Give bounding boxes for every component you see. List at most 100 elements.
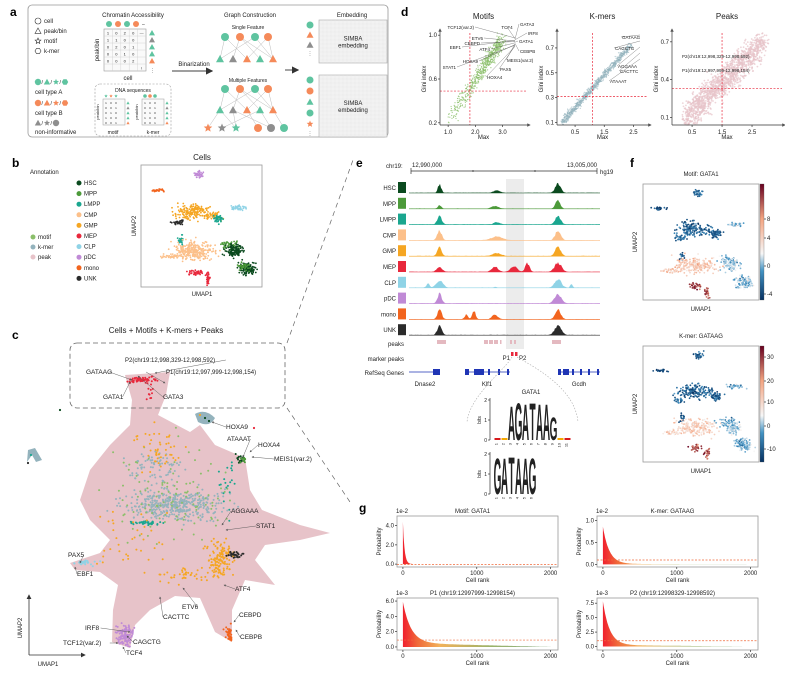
feature-point xyxy=(734,64,736,67)
cell-point xyxy=(194,203,197,205)
embedding-point xyxy=(136,502,139,505)
embedding-point xyxy=(136,459,139,462)
feature-point xyxy=(480,65,483,68)
feature-point xyxy=(490,59,492,62)
feature-point xyxy=(586,93,588,95)
feature-point xyxy=(468,98,470,100)
embedding-point xyxy=(212,571,215,574)
feature-point xyxy=(459,100,461,102)
feature-point xyxy=(450,108,452,110)
cell-point xyxy=(185,257,188,260)
cell-point xyxy=(191,269,193,272)
feature-point xyxy=(614,55,616,58)
feature-point xyxy=(751,62,754,65)
panel-label-d: d xyxy=(401,5,408,19)
feature-point xyxy=(484,63,486,65)
feature-point xyxy=(563,118,565,120)
feature-point xyxy=(579,103,581,105)
feature-point xyxy=(464,101,466,103)
triangle-node-icon xyxy=(306,41,314,48)
feature-point xyxy=(753,41,756,44)
cell-point xyxy=(194,245,197,247)
feature-point xyxy=(753,49,755,52)
feature-point xyxy=(723,83,726,85)
cell-point xyxy=(236,206,239,209)
feature-point xyxy=(470,95,472,98)
plot-title: K-mers xyxy=(590,12,616,21)
cell-node-icon xyxy=(264,33,272,41)
embedding-point xyxy=(154,515,156,518)
cell-point xyxy=(197,272,199,275)
feature-point xyxy=(477,66,479,68)
feature-point xyxy=(480,72,482,75)
feature-point xyxy=(618,54,621,57)
y-tick-label: 0.6 xyxy=(429,77,438,83)
embedding-point xyxy=(167,502,170,505)
cell-point xyxy=(187,254,190,257)
feature-point xyxy=(498,47,500,49)
cell-point xyxy=(204,245,207,248)
cell-point xyxy=(197,251,200,254)
embedding-point xyxy=(183,498,186,501)
feature-point xyxy=(482,69,485,71)
feature-point xyxy=(601,77,604,79)
embedding-point xyxy=(198,449,201,452)
cell-point xyxy=(231,208,234,211)
y-axis-label: Gini index xyxy=(539,66,545,93)
ellipsis: ⋮ xyxy=(308,51,313,57)
legend-dot-CMP xyxy=(76,212,82,218)
feature-point xyxy=(752,70,754,72)
cell-point xyxy=(184,245,187,248)
cell-point xyxy=(243,205,246,208)
embedding-point xyxy=(209,554,211,557)
feature-point xyxy=(569,114,572,116)
cell-point xyxy=(244,267,246,270)
legend-dot-LMPP xyxy=(76,201,82,207)
cell-point xyxy=(212,247,215,250)
embedding-point xyxy=(159,502,162,505)
feature-point xyxy=(493,45,495,47)
feature-point xyxy=(595,87,597,89)
feature-point xyxy=(495,55,497,57)
feature-point xyxy=(584,93,587,95)
feature-point xyxy=(753,58,755,60)
feature-point xyxy=(622,55,624,57)
cell-point xyxy=(170,240,172,243)
feature-point xyxy=(698,118,700,120)
embedding-point xyxy=(126,504,129,507)
feature-point xyxy=(476,71,478,73)
motif-node-icon xyxy=(217,123,227,132)
legend-label-cell: cell xyxy=(44,19,53,25)
embedding-point xyxy=(146,495,149,498)
cell-point xyxy=(216,212,219,214)
feature-point xyxy=(479,68,481,70)
feature-point xyxy=(701,97,704,100)
cell-point xyxy=(230,253,233,256)
feature-point xyxy=(497,53,499,56)
embedding-point xyxy=(146,487,149,490)
embedding-point xyxy=(134,461,137,464)
feature-point xyxy=(567,115,570,117)
peak-node-icon xyxy=(149,30,155,36)
cell-point xyxy=(189,206,192,208)
feature-point xyxy=(476,82,478,84)
feature-point xyxy=(582,97,584,99)
embedding-point xyxy=(141,506,144,509)
cell-axis-label: cell xyxy=(123,76,132,82)
feature-point xyxy=(737,60,739,62)
feature-point xyxy=(490,67,492,69)
feature-point xyxy=(566,120,568,122)
feature-point xyxy=(701,86,703,88)
feature-point xyxy=(497,49,499,51)
y-axis-label: Gini index xyxy=(654,66,660,93)
embedding-point xyxy=(181,501,183,504)
feature-point xyxy=(483,59,485,61)
feature-point xyxy=(703,113,705,116)
embedding-point xyxy=(143,479,146,482)
joint-umap-title: Cells + Motifs + K-mers + Peaks xyxy=(109,326,223,335)
kmer-matrix-grid xyxy=(141,98,165,126)
feature-point xyxy=(472,78,474,80)
embedding-point xyxy=(222,569,225,572)
legend-dot-MEP xyxy=(76,233,82,239)
